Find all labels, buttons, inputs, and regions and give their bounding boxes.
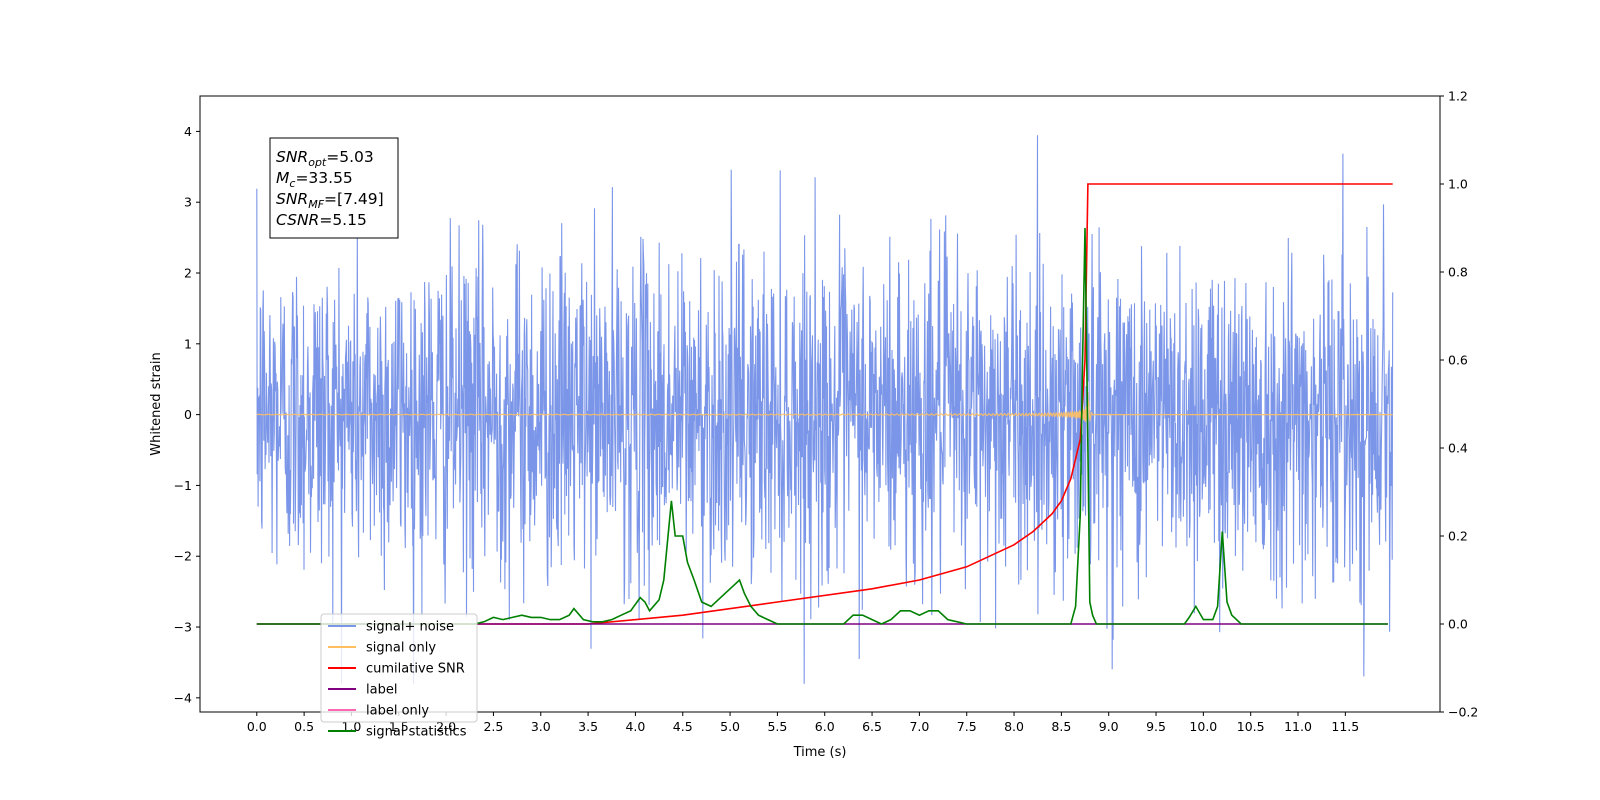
- x-tick-label: 11.0: [1284, 719, 1312, 734]
- annotation-line: SNRopt=5.03: [276, 148, 374, 169]
- legend-label: signal only: [366, 641, 436, 656]
- annotation-symbol: SNR: [276, 190, 308, 208]
- y-tick-label: 4: [184, 124, 192, 139]
- legend-label: signal+ noise: [366, 620, 454, 635]
- y2-tick-label: 1.0: [1448, 177, 1468, 192]
- annotation-subscript: c: [289, 177, 295, 190]
- y-axis-label: Whitened strain: [149, 352, 164, 455]
- y-tick-label: 1: [184, 336, 192, 351]
- x-tick-label: 9.0: [1099, 719, 1119, 734]
- annotation-line: CSNR=5.15: [276, 211, 367, 229]
- y2-tick-label: 0.8: [1448, 265, 1468, 280]
- annotation-value: =[7.49]: [324, 190, 384, 208]
- y-tick-label: 2: [184, 266, 192, 281]
- x-tick-label: 4.5: [673, 719, 693, 734]
- x-tick-label: 11.5: [1331, 719, 1359, 734]
- x-tick-label: 8.0: [1004, 719, 1024, 734]
- legend-label: label: [366, 683, 397, 698]
- x-tick-label: 3.0: [531, 719, 551, 734]
- y2-tick-label: 0.2: [1448, 529, 1468, 544]
- series-line-signal-noise: [256, 135, 1394, 684]
- x-tick-label: 2.0: [436, 719, 456, 734]
- x-tick-label: 10.5: [1237, 719, 1265, 734]
- x-tick-label: 10.0: [1189, 719, 1217, 734]
- x-tick-label: 6.5: [862, 719, 882, 734]
- y2-tick-label: 1.2: [1448, 89, 1468, 104]
- annotation-line: SNRMF=[7.49]: [276, 190, 384, 211]
- plot-frame: [199, 95, 1441, 713]
- y2-tick-label: 0.4: [1448, 441, 1468, 456]
- x-tick-label: 5.5: [767, 719, 787, 734]
- legend-box: [320, 613, 478, 723]
- annotation-symbol: CSNR: [276, 211, 319, 229]
- x-tick-label: 8.5: [1051, 719, 1071, 734]
- x-tick-label: 2.5: [483, 719, 503, 734]
- annotation-box: [269, 137, 399, 239]
- y-tick-label: −1: [174, 478, 192, 493]
- y2-tick-label: 0.0: [1448, 617, 1468, 632]
- series-line-signal-only: [256, 391, 1393, 423]
- x-tick-label: 9.5: [1146, 719, 1166, 734]
- annotation-value: =5.03: [326, 148, 374, 166]
- x-tick-label: 0.0: [247, 719, 267, 734]
- x-tick-label: 5.0: [720, 719, 740, 734]
- annotation-value: =5.15: [319, 211, 367, 229]
- y-tick-label: −3: [174, 620, 192, 635]
- y-tick-label: −4: [174, 690, 192, 705]
- annotation-line: Mc=33.55: [276, 169, 353, 190]
- x-tick-label: 4.0: [625, 719, 645, 734]
- y-tick-label: 3: [184, 195, 192, 210]
- annotation-subscript: opt: [308, 156, 327, 169]
- x-tick-label: 7.5: [957, 719, 977, 734]
- series-line-signal-statistics: [256, 227, 1388, 625]
- x-tick-label: 7.0: [909, 719, 929, 734]
- x-tick-label: 6.0: [815, 719, 835, 734]
- legend-label: label only: [366, 704, 429, 719]
- y2-tick-label: 0.6: [1448, 353, 1468, 368]
- x-tick-label: 3.5: [578, 719, 598, 734]
- legend-label: signal statistics: [366, 725, 467, 740]
- x-axis-label: Time (s): [793, 745, 847, 760]
- annotation-value: =33.55: [295, 169, 352, 187]
- x-tick-label: 0.5: [294, 719, 314, 734]
- legend-label: cumilative SNR: [366, 662, 465, 677]
- x-tick-label: 1.5: [389, 719, 409, 734]
- annotation-subscript: MF: [308, 198, 324, 211]
- annotation-symbol: M: [276, 169, 289, 187]
- annotation-symbol: SNR: [276, 148, 308, 166]
- y-tick-label: −2: [174, 549, 192, 564]
- y2-tick-label: −0.2: [1448, 705, 1478, 720]
- y-tick-label: 0: [184, 407, 192, 422]
